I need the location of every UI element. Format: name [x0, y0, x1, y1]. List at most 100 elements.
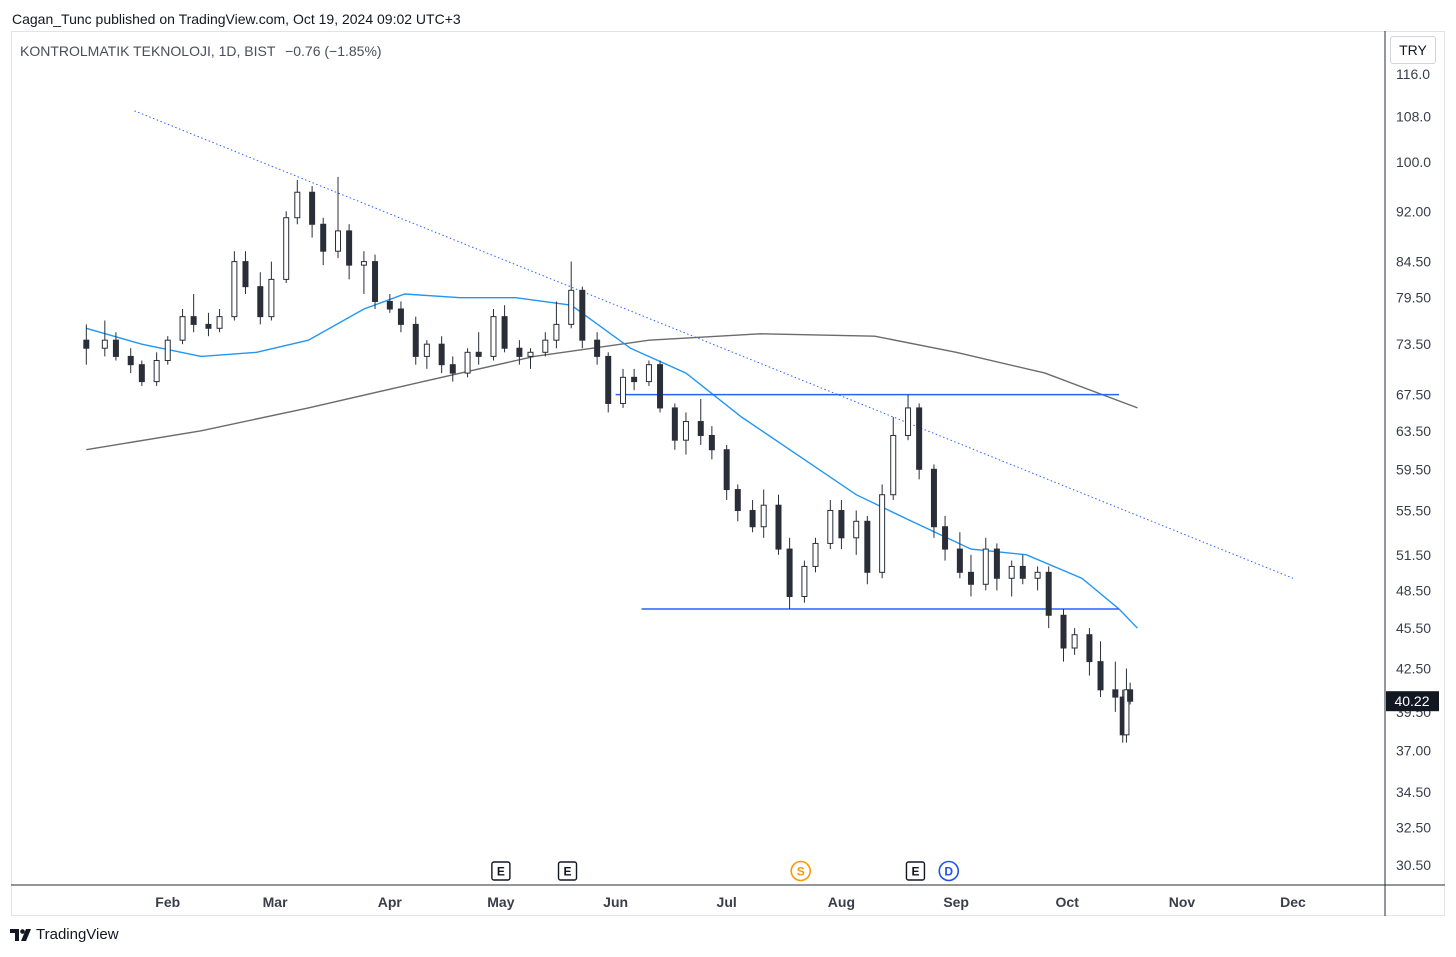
candle-body[interactable] — [801, 565, 808, 597]
candle-body[interactable] — [464, 351, 471, 374]
candle-body[interactable] — [1112, 689, 1119, 698]
candle-body[interactable] — [112, 339, 119, 357]
candle-body[interactable] — [346, 230, 353, 266]
candle-body[interactable] — [749, 510, 756, 528]
candle-body[interactable] — [320, 223, 327, 252]
candle-body[interactable] — [734, 489, 741, 512]
candle-body[interactable] — [982, 548, 989, 585]
candle-body[interactable] — [216, 316, 223, 329]
split-marker[interactable] — [790, 860, 812, 882]
candle-body[interactable] — [879, 494, 886, 573]
candle-body[interactable] — [309, 191, 316, 225]
ma-short-line — [86, 293, 1139, 629]
candle-body[interactable] — [490, 316, 497, 357]
candle-body[interactable] — [930, 468, 937, 528]
candle-body[interactable] — [138, 364, 145, 383]
candle-body[interactable] — [83, 339, 90, 349]
candle-body[interactable] — [657, 364, 664, 409]
candle-body[interactable] — [283, 217, 290, 280]
candle-body[interactable] — [775, 504, 782, 550]
candle-body[interactable] — [594, 339, 601, 357]
candle-body[interactable] — [645, 364, 652, 383]
candle-body[interactable] — [905, 407, 912, 436]
candle-body[interactable] — [827, 510, 834, 544]
candle-body[interactable] — [423, 343, 430, 357]
candle-body[interactable] — [671, 407, 678, 441]
candle-body[interactable] — [838, 510, 845, 539]
candle-body[interactable] — [853, 520, 860, 539]
candle-body[interactable] — [967, 571, 974, 585]
candle-body[interactable] — [1127, 689, 1134, 702]
tradingview-logo-icon — [10, 928, 31, 941]
candle-body[interactable] — [890, 434, 897, 496]
candle-body[interactable] — [1060, 614, 1067, 649]
candle-body[interactable] — [268, 278, 275, 318]
candle-body[interactable] — [127, 355, 134, 366]
candle-body[interactable] — [1097, 661, 1104, 691]
candle-body[interactable] — [179, 316, 186, 341]
candle-body[interactable] — [242, 261, 249, 288]
candle-body[interactable] — [760, 504, 767, 528]
tradingview-brand: TradingView — [10, 926, 119, 943]
y-tick-label: 100.0 — [1396, 154, 1431, 170]
candle-body[interactable] — [620, 376, 627, 404]
candle-body[interactable] — [723, 449, 730, 491]
candle-body[interactable] — [697, 421, 704, 436]
candle-body[interactable] — [786, 548, 793, 597]
y-tick-label: 67.50 — [1396, 387, 1431, 403]
candle-body[interactable] — [360, 261, 367, 266]
candle-body[interactable] — [412, 323, 419, 357]
candle-body[interactable] — [993, 548, 1000, 579]
y-tick-label: 32.50 — [1396, 819, 1431, 835]
candle-body[interactable] — [956, 548, 963, 573]
candle-body[interactable] — [1008, 565, 1015, 579]
candle-body[interactable] — [501, 316, 508, 349]
candle-body[interactable] — [542, 339, 549, 353]
candle-body[interactable] — [864, 520, 871, 573]
candle-body[interactable] — [1086, 634, 1093, 663]
candle-body[interactable] — [527, 351, 534, 357]
currency-button[interactable]: TRY — [1390, 36, 1436, 64]
candle-body[interactable] — [294, 191, 301, 219]
candle-body[interactable] — [1019, 565, 1026, 579]
candle-body[interactable] — [372, 261, 379, 302]
y-tick-label: 92.00 — [1396, 203, 1431, 219]
candle-body[interactable] — [516, 347, 523, 357]
dotted-trendline[interactable] — [134, 110, 1294, 579]
candle-body[interactable] — [475, 351, 482, 357]
earnings-marker[interactable] — [557, 861, 578, 881]
candle-body[interactable] — [631, 376, 638, 383]
x-tick-label: Feb — [155, 894, 180, 910]
candle-body[interactable] — [1045, 571, 1052, 616]
candle-body[interactable] — [153, 360, 160, 383]
candle-body[interactable] — [812, 542, 819, 567]
candle-body[interactable] — [568, 289, 575, 325]
earnings-marker[interactable] — [905, 861, 926, 881]
candle-body[interactable] — [1034, 571, 1041, 579]
candle-body[interactable] — [397, 308, 404, 325]
candle-body[interactable] — [682, 421, 689, 441]
candle-body[interactable] — [164, 339, 171, 362]
x-tick-label: Mar — [263, 894, 288, 910]
candle-body[interactable] — [1071, 634, 1078, 649]
candle-body[interactable] — [1123, 689, 1130, 736]
candle-body[interactable] — [438, 343, 445, 366]
candle-body[interactable] — [205, 323, 212, 329]
candle-body[interactable] — [449, 364, 456, 374]
candle-body[interactable] — [101, 339, 108, 349]
candle-body[interactable] — [386, 300, 393, 310]
candle-body[interactable] — [553, 323, 560, 341]
candle-body[interactable] — [708, 434, 715, 451]
candle-body[interactable] — [605, 355, 612, 404]
dividend-marker[interactable] — [938, 860, 960, 882]
candle-body[interactable] — [190, 316, 197, 325]
candle-body[interactable] — [916, 407, 923, 470]
candle-body[interactable] — [231, 261, 238, 318]
earnings-marker[interactable] — [491, 861, 511, 881]
candle-body[interactable] — [335, 230, 342, 252]
candle-body[interactable] — [257, 286, 264, 318]
candle-body[interactable] — [942, 526, 949, 550]
candle-body[interactable] — [579, 289, 586, 341]
y-tick-label: 55.50 — [1396, 503, 1431, 519]
